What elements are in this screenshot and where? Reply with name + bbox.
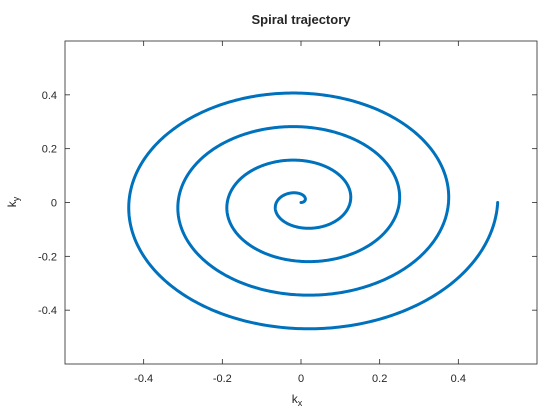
spiral-series-line	[127, 91, 500, 331]
y-tick-label: 0.4	[42, 90, 57, 102]
x-axis-label-sub: x	[298, 398, 303, 408]
series-layer	[127, 91, 500, 331]
chart-title: Spiral trajectory	[252, 12, 352, 27]
y-tick-label: -0.4	[38, 305, 57, 317]
x-axis-label: kx	[292, 392, 303, 408]
x-tick-label: 0.2	[372, 373, 387, 385]
y-tick-label: 0	[51, 198, 57, 210]
x-tick-label: -0.4	[134, 373, 153, 385]
x-tick-label: 0.4	[451, 373, 466, 385]
y-tick-label: 0.2	[42, 144, 57, 156]
x-tick-label: -0.2	[213, 373, 232, 385]
y-axis-label-base: k	[5, 200, 19, 207]
y-axis-label: ky	[5, 196, 21, 207]
tick-layer: -0.4 -0.2 0 0.2 0.4 -0.4 -0.2 0 0.2 0.4	[38, 41, 537, 385]
y-tick-label: -0.2	[38, 251, 57, 263]
y-axis-label-sub: y	[11, 196, 21, 201]
x-axis-label-base: k	[292, 392, 299, 406]
x-tick-label: 0	[298, 373, 304, 385]
